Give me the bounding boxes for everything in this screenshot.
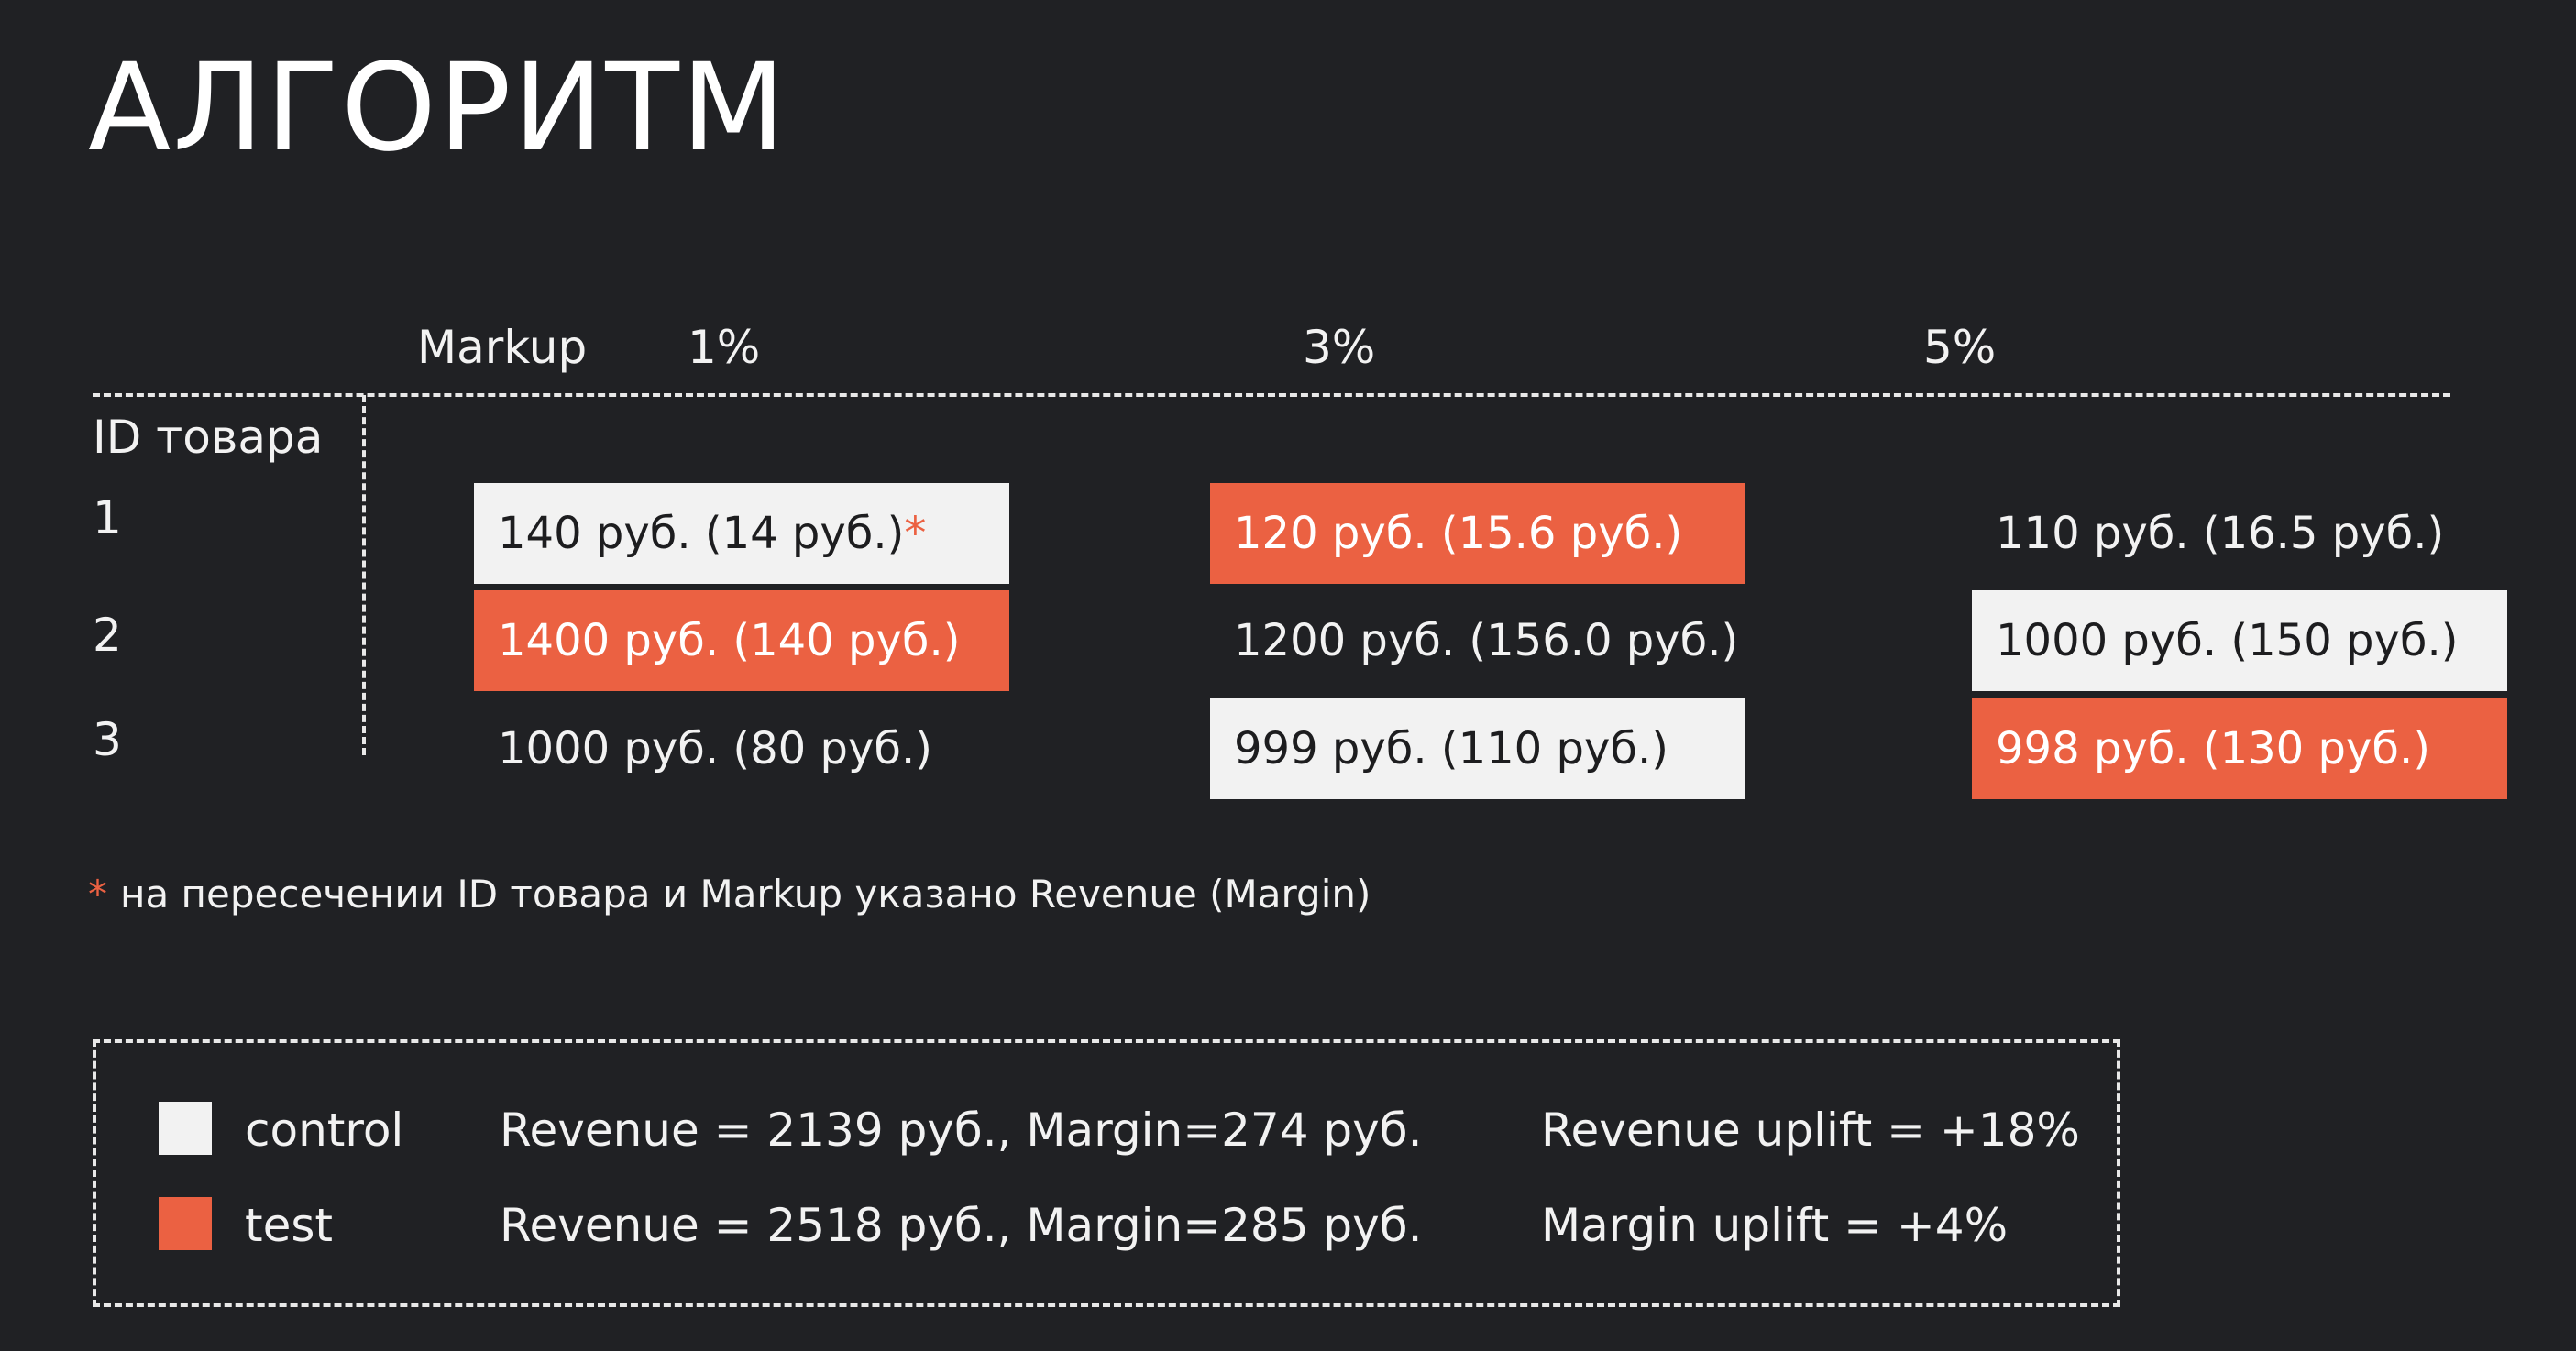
cell-value: 120 руб. (15.6 руб.) — [1234, 508, 1683, 559]
id-column-divider — [362, 395, 366, 755]
header-divider — [93, 393, 2450, 397]
table-cell: 1000 руб. (80 руб.) — [474, 698, 1009, 799]
table-cell: 140 руб. (14 руб.) * — [474, 483, 1009, 584]
id-header: ID товара — [93, 411, 324, 464]
row-id: 3 — [93, 713, 122, 766]
cell-value: 999 руб. (110 руб.) — [1234, 723, 1668, 774]
cell-value: 140 руб. (14 руб.) — [498, 508, 905, 559]
legend-test-label: test — [245, 1199, 334, 1252]
control-swatch — [159, 1102, 212, 1155]
cell-value: 1400 руб. (140 руб.) — [498, 615, 961, 666]
column-header-1pct: 1% — [688, 321, 761, 374]
footnote-marker: * — [88, 872, 107, 917]
table-cell: 110 руб. (16.5 руб.) — [1972, 483, 2507, 584]
test-swatch — [159, 1197, 212, 1250]
table-cell: 998 руб. (130 руб.) — [1972, 698, 2507, 799]
table-cell: 1200 руб. (156.0 руб.) — [1210, 590, 1745, 691]
markup-header: Markup — [417, 321, 588, 374]
row-id: 1 — [93, 491, 122, 544]
legend-control-label: control — [245, 1104, 404, 1157]
footnote-marker: * — [904, 508, 927, 559]
footnote: * на пересечении ID товара и Markup указа… — [88, 875, 1371, 914]
table-cell: 120 руб. (15.6 руб.) — [1210, 483, 1745, 584]
cell-value: 1000 руб. (150 руб.) — [1996, 615, 2459, 666]
legend-test-stats: Revenue = 2518 руб., Margin=285 руб. — [500, 1199, 1423, 1252]
cell-value: 1200 руб. (156.0 руб.) — [1234, 615, 1739, 666]
footnote-text: на пересечении ID товара и Markup указан… — [120, 872, 1371, 917]
column-header-3pct: 3% — [1303, 321, 1376, 374]
margin-uplift: Margin uplift = +4% — [1541, 1199, 2009, 1252]
column-header-5pct: 5% — [1923, 321, 1997, 374]
revenue-uplift: Revenue uplift = +18% — [1541, 1104, 2080, 1157]
table-cell: 1400 руб. (140 руб.) — [474, 590, 1009, 691]
table-cell: 999 руб. (110 руб.) — [1210, 698, 1745, 799]
cell-value: 1000 руб. (80 руб.) — [498, 723, 932, 774]
legend-control-stats: Revenue = 2139 руб., Margin=274 руб. — [500, 1104, 1423, 1157]
row-id: 2 — [93, 609, 122, 662]
cell-value: 998 руб. (130 руб.) — [1996, 723, 2430, 774]
cell-value: 110 руб. (16.5 руб.) — [1996, 508, 2445, 559]
legend-box: control test Revenue = 2139 руб., Margin… — [93, 1039, 2120, 1307]
page-title: АЛГОРИТМ — [88, 38, 787, 179]
table-cell: 1000 руб. (150 руб.) — [1972, 590, 2507, 691]
